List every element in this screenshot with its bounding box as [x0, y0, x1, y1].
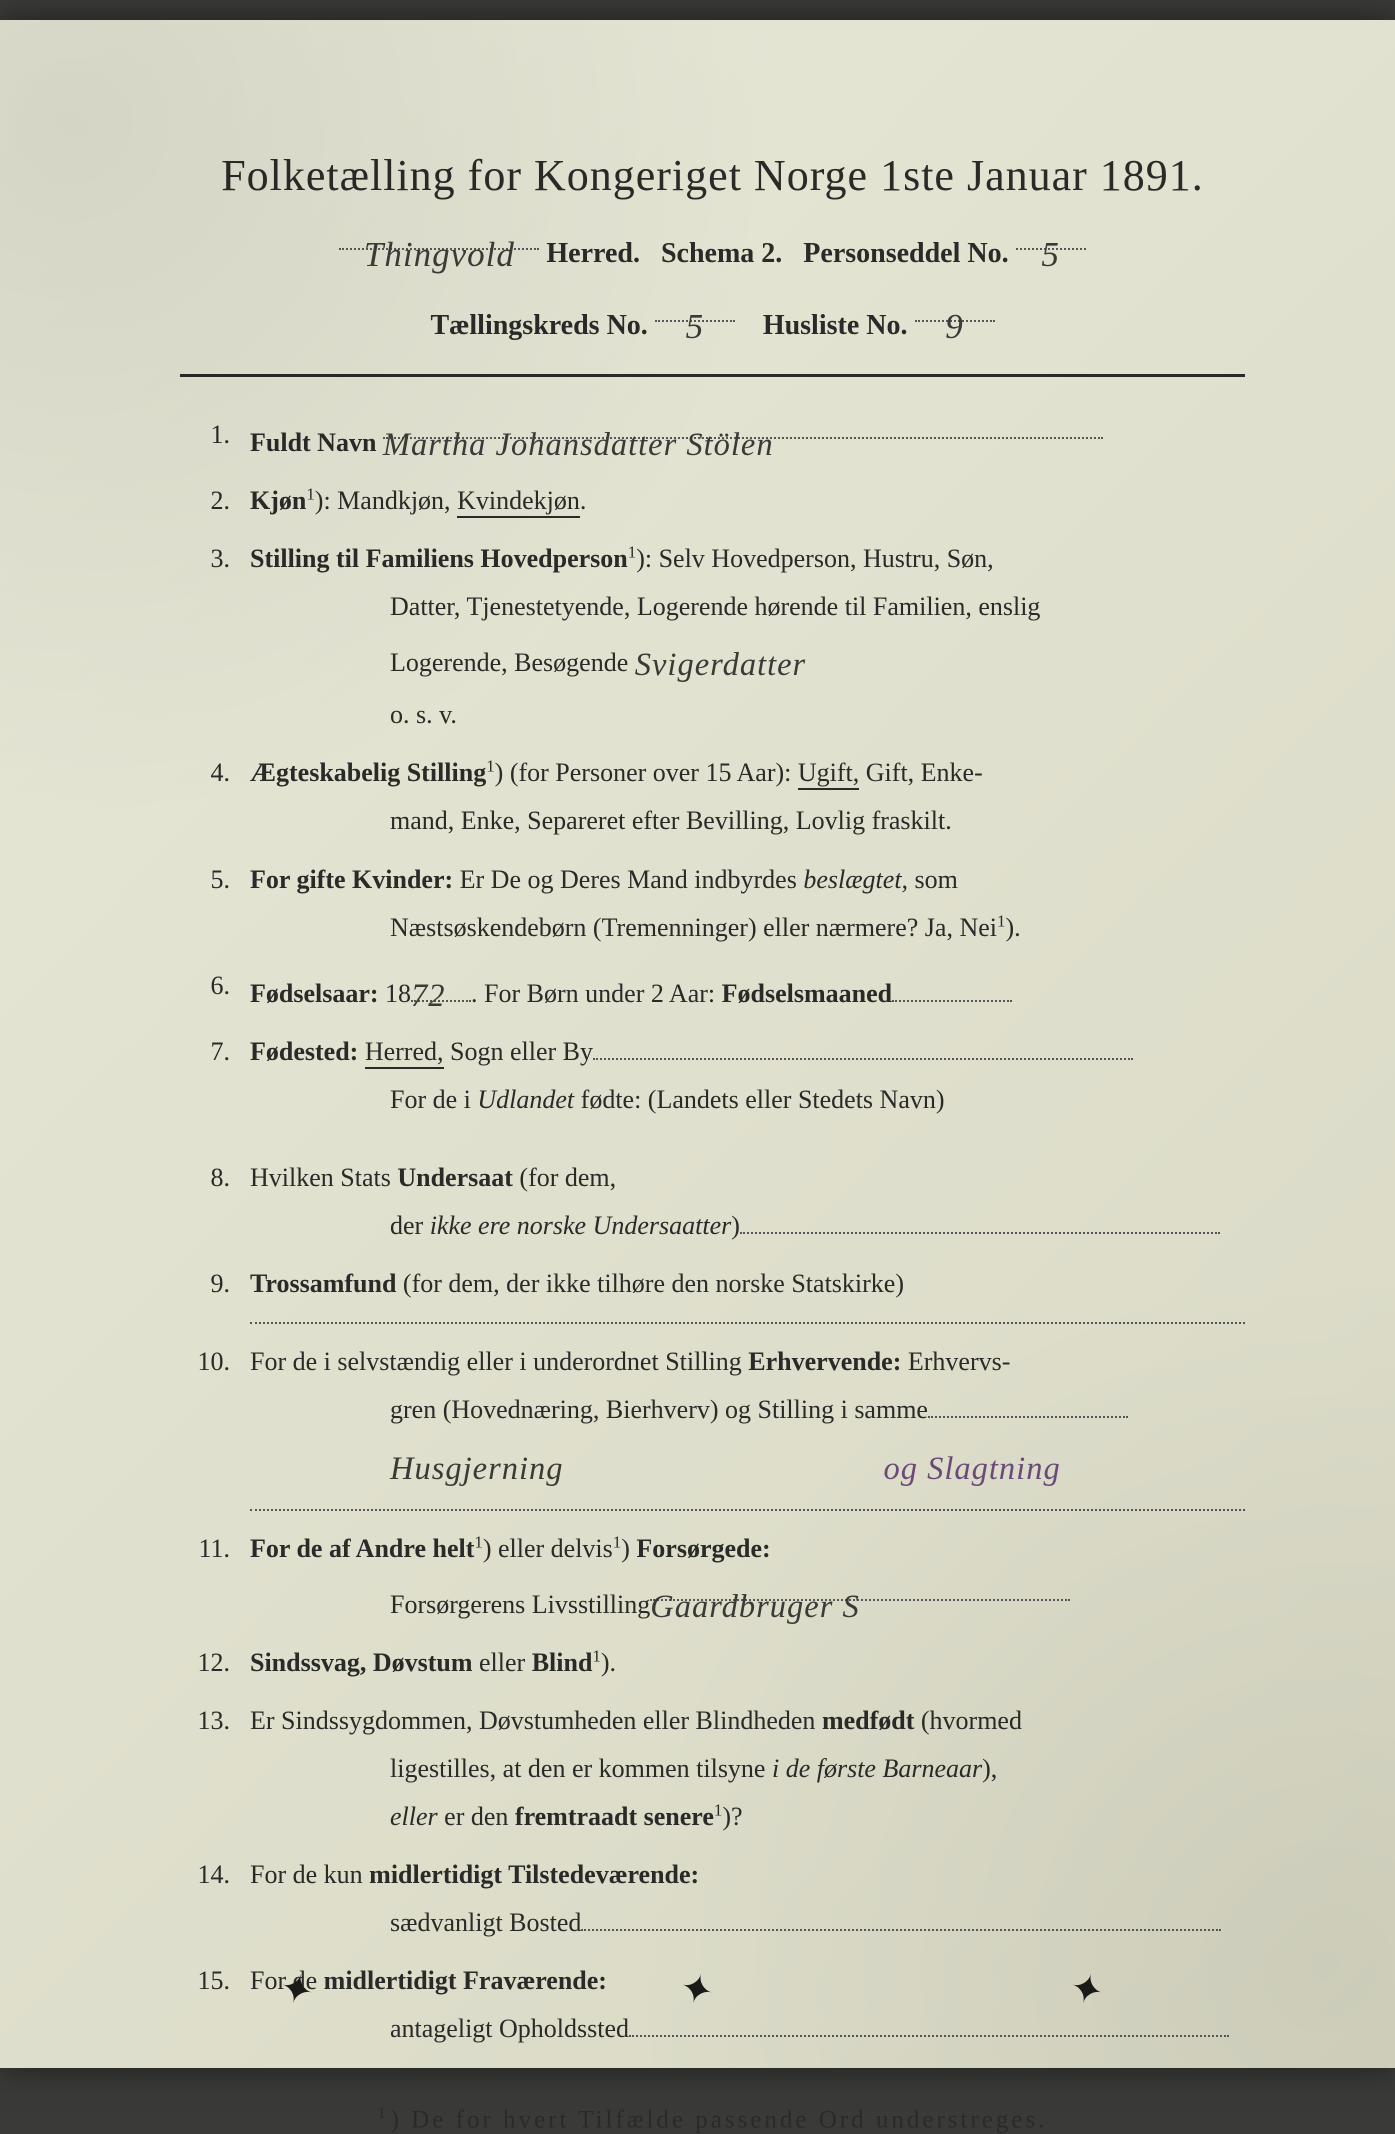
item-2: 2. Kjøn1): Mandkjøn, Kvindekjøn. [180, 477, 1245, 525]
item-number: 15. [180, 1957, 230, 2053]
item-5: 5. For gifte Kvinder: Er De og Deres Man… [180, 856, 1245, 952]
item-label: midlertidigt Tilstedeværende: [369, 1860, 699, 1889]
item-label: For gifte Kvinder: [250, 865, 453, 894]
item-label: Fødselsaar: [250, 979, 379, 1008]
full-name-handwritten: Martha Johansdatter Stölen [383, 427, 774, 463]
personseddel-value: 5 [1041, 235, 1060, 274]
occupation-handwritten-1: Husgjerning [390, 1451, 564, 1487]
occupation-handwritten-2: og Slagtning [884, 1451, 1061, 1487]
marital-selected: Ugift, [798, 758, 859, 790]
item-label: Undersaat [397, 1163, 513, 1192]
item-label: Fuldt Navn [250, 428, 376, 457]
husliste-value: 9 [945, 307, 964, 346]
personseddel-label: Personseddel No. [803, 238, 1008, 269]
birthplace-field [593, 1031, 1133, 1060]
husliste-label: Husliste No. [763, 310, 908, 341]
item-number: 5. [180, 856, 230, 952]
item-6: 6. Fødselsaar: 1872. For Børn under 2 Aa… [180, 962, 1245, 1018]
citizenship-field [740, 1206, 1220, 1235]
item-11: 11. For de af Andre helt1) eller delvis1… [180, 1525, 1245, 1629]
taellingskreds-value: 5 [686, 307, 705, 346]
item-7: 7. Fødested: Herred, Sogn eller By For d… [180, 1028, 1245, 1124]
item-14: 14. For de kun midlertidigt Tilstedevære… [180, 1851, 1245, 1947]
item-number: 8. [180, 1154, 230, 1250]
item-label: Ægteskabelig Stilling [250, 758, 486, 787]
relation-handwritten: Svigerdatter [635, 647, 806, 683]
item-9-dotline [250, 1322, 1245, 1324]
item-13: 13. Er Sindssygdommen, Døvstumheden elle… [180, 1697, 1245, 1841]
item-number: 11. [180, 1525, 230, 1629]
provider-handwritten: Gaardbruger S [650, 1589, 860, 1625]
item-number: 14. [180, 1851, 230, 1947]
item-3: 3. Stilling til Familiens Hovedperson1):… [180, 535, 1245, 739]
item-number: 12. [180, 1639, 230, 1687]
item-number: 10. [180, 1338, 230, 1494]
item-label: medfødt [822, 1706, 914, 1735]
item-12: 12. Sindssvag, Døvstum eller Blind1). [180, 1639, 1245, 1687]
gender-selected: Kvindekjøn [457, 486, 580, 518]
item-label: For de af Andre helt [250, 1534, 474, 1563]
usual-residence-field [581, 1903, 1221, 1932]
item-4: 4. Ægteskabelig Stilling1) (for Personer… [180, 749, 1245, 845]
header-line-2: Thingvold Herred. Schema 2. Personseddel… [180, 219, 1245, 279]
birth-year-handwritten: 72 [411, 966, 471, 1002]
footnote: 1) De for hvert Tilfælde passende Ord un… [180, 2104, 1245, 2134]
item-label: Fødested: [250, 1037, 358, 1066]
item-number: 6. [180, 962, 230, 1018]
item-9: 9. Trossamfund (for dem, der ikke tilhør… [180, 1260, 1245, 1308]
item-label: Stilling til Familiens Hovedperson [250, 544, 628, 573]
item-label: Trossamfund [250, 1269, 396, 1298]
census-form-page: Folketælling for Kongeriget Norge 1ste J… [0, 20, 1395, 2068]
item-label: midlertidigt Fraværende: [324, 1966, 607, 1995]
item-number: 4. [180, 749, 230, 845]
item-1: 1. Fuldt Navn Martha Johansdatter Stölen [180, 411, 1245, 467]
item-number: 7. [180, 1028, 230, 1124]
item-10: 10. For de i selvstændig eller i underor… [180, 1338, 1245, 1494]
item-10-dotline [250, 1509, 1245, 1511]
item-8: 8. Hvilken Stats Undersaat (for dem, der… [180, 1154, 1245, 1250]
item-label: Erhvervende: [748, 1347, 901, 1376]
form-items: 1. Fuldt Navn Martha Johansdatter Stölen… [180, 411, 1245, 2054]
item-number: 9. [180, 1260, 230, 1308]
schema-label: Schema 2. [661, 238, 782, 269]
item-number: 13. [180, 1697, 230, 1841]
item-number: 2. [180, 477, 230, 525]
taellingskreds-label: Tællingskreds No. [430, 310, 647, 341]
birth-month-field [892, 973, 1012, 1002]
item-number: 3. [180, 535, 230, 739]
birthplace-selected: Herred, [365, 1037, 444, 1069]
herred-label: Herred. [546, 238, 640, 269]
probable-residence-field [629, 2009, 1229, 2038]
header-line-3: Tællingskreds No. 5 Husliste No. 9 [180, 291, 1245, 351]
item-number: 1. [180, 411, 230, 467]
header-divider [180, 374, 1245, 377]
item-label: Sindssvag, Døvstum [250, 1648, 473, 1677]
item-label: Kjøn [250, 486, 306, 515]
page-title: Folketælling for Kongeriget Norge 1ste J… [180, 150, 1245, 201]
herred-name-handwritten: Thingvold [364, 235, 515, 274]
